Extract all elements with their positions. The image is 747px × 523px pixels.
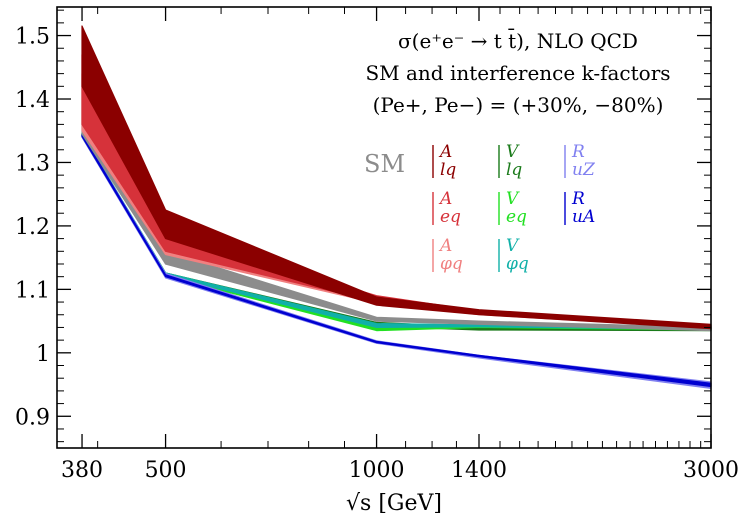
band-sm [81,85,712,332]
x-tick-label: 1400 [451,458,507,483]
y-tick-label: 1.4 [15,88,50,113]
x-tick-label: 500 [145,458,187,483]
legend-sub-a-eq: eq [440,207,461,227]
legend-sm-label: SM [364,150,405,178]
legend-sup-a-phiq: A [438,236,452,256]
legend-sub-r-ua: uA [572,207,595,227]
legend-sub-a-phiq: φq [440,254,463,274]
y-tick-label: 1.3 [15,151,50,176]
y-tick-label: 1.5 [15,25,50,50]
y-tick-label: 1.2 [15,215,50,240]
annotation-line-2: SM and interference k-factors [365,61,670,85]
y-tick-label: 1.1 [15,278,50,303]
x-axis-title: √s [GeV] [346,491,442,516]
plot-frame [56,6,712,449]
legend-sub-v-eq: eq [506,207,527,227]
legend-sub-a-lq: lq [440,160,456,180]
legend-sub-v-phiq: φq [506,254,529,274]
y-tick-label: 1 [36,342,50,367]
legend-sup-a-eq: A [438,189,452,209]
legend-sup-v-lq: V [506,142,520,162]
legend-sup-a-lq: A [438,142,452,162]
x-tick-label: 1000 [349,458,405,483]
annotation-block: σ(e⁺e⁻ → t t̄), NLO QCD SM and interfere… [365,28,670,117]
legend-sup-r-ua: R [571,189,585,209]
legend-sub-r-uz: uZ [572,160,596,180]
legend-sup-v-phiq: V [506,236,520,256]
legend-sub-v-lq: lq [506,160,522,180]
legend-sup-r-uz: R [571,142,585,162]
annotation-line-3: (Pe+, Pe−) = (+30%, −80%) [373,93,664,117]
x-tick-label: 3000 [683,458,739,483]
x-tick-label: 380 [61,458,103,483]
y-tick-label: 0.9 [15,405,50,430]
annotation-line-1: σ(e⁺e⁻ → t t̄), NLO QCD [398,28,638,53]
legend-sup-v-eq: V [506,189,520,209]
ticks-layer: 380 500 1000 1400 3000 0.9 1 1.1 1.2 1.3 1.4 1.5 [15,7,739,483]
